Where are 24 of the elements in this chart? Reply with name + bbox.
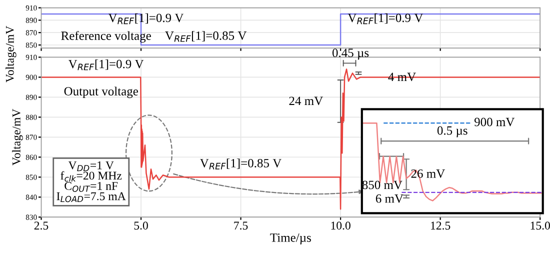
y-axis-title: Voltage/mV bbox=[6, 26, 16, 82]
x-axis-title: Time/µs bbox=[270, 233, 311, 244]
x-tick-label: 12.5 bbox=[431, 222, 450, 230]
annotation: 26 mV bbox=[411, 169, 445, 178]
annotation: V$_{REF}$[1]=0.85 V bbox=[200, 158, 282, 170]
y-axis-title: Voltage/mV bbox=[12, 108, 23, 166]
x-tick-label: 2.5 bbox=[34, 222, 48, 230]
x-tick-label: 15.0 bbox=[530, 222, 550, 230]
annotation: 0.5 µs bbox=[437, 126, 468, 138]
annotation: V$_{REF}$[1]=0.9 V bbox=[68, 59, 144, 70]
line-series bbox=[41, 68, 540, 210]
annotation: 0.45 µs bbox=[332, 48, 369, 60]
text: V$_{DD}$=1 V f$_{clk}$=20 MHz C$_{OUT}$=1 nF I$_{LOAD}$=7.5 mA bbox=[56, 161, 126, 202]
annotation: V$_{REF}$[1]=0.9 V bbox=[108, 13, 184, 24]
annotation: Reference voltage bbox=[61, 31, 151, 43]
x-tick-label: 5.0 bbox=[134, 222, 148, 230]
annotation: V$_{REF}$[1]=0.85 V bbox=[165, 31, 247, 42]
annotation: Output voltage bbox=[64, 86, 138, 98]
x-tick-label: 7.5 bbox=[234, 222, 248, 230]
annotation: 6 mV bbox=[376, 194, 404, 203]
x-tick-label: 10.0 bbox=[331, 222, 350, 230]
ref-line-label: 900 mV bbox=[474, 118, 515, 126]
annotation: 24 mV bbox=[289, 96, 323, 106]
annotation: V$_{REF}$[1]=0.9 V bbox=[348, 13, 424, 24]
